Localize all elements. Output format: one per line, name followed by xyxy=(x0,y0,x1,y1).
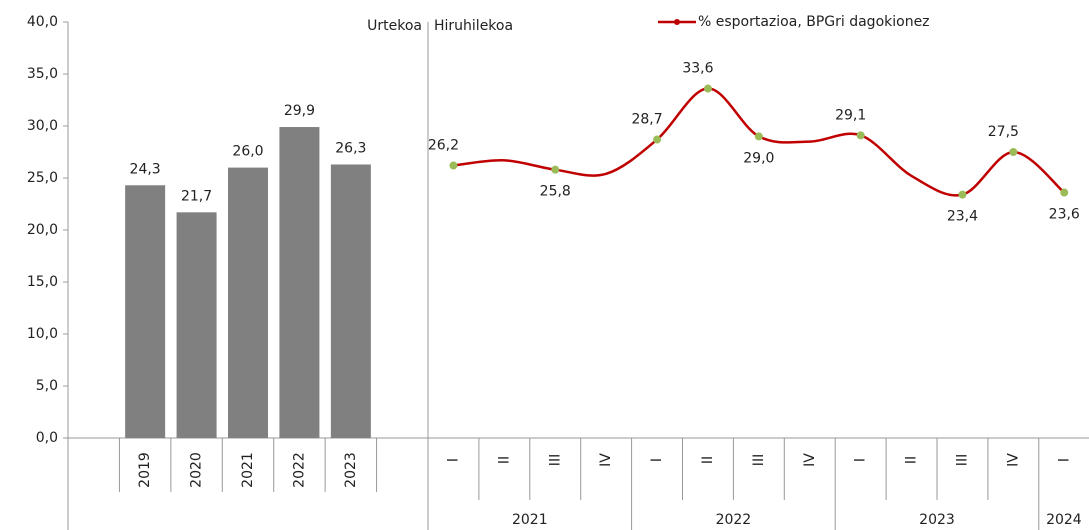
data-label: 21,7 xyxy=(181,188,212,204)
data-label: 33,6 xyxy=(682,61,713,77)
y-tick-label: 10,0 xyxy=(27,326,58,342)
point xyxy=(449,161,458,170)
data-label: 24,3 xyxy=(130,161,161,177)
x-tick-label: 2019 xyxy=(137,452,153,488)
x-tick-label: II xyxy=(904,456,920,464)
x-tick-label: 2020 xyxy=(189,452,205,488)
y-tick-label: 5,0 xyxy=(36,378,58,394)
data-label: 26,2 xyxy=(428,138,459,154)
y-tick-label: 0,0 xyxy=(36,430,58,446)
x-tick-label: IV xyxy=(1005,453,1021,467)
x-tick-label: I xyxy=(1056,458,1072,462)
point xyxy=(703,84,712,93)
x-tick-label: II xyxy=(496,456,512,464)
x-tick-label: IV xyxy=(598,453,614,467)
x-tick-label: II xyxy=(700,456,716,464)
group-label: 2023 xyxy=(919,512,955,528)
data-label: 29,1 xyxy=(835,107,866,123)
group-label: 2024 xyxy=(1046,512,1082,528)
point xyxy=(1009,148,1018,156)
x-tick-label: 2022 xyxy=(291,452,307,488)
bar xyxy=(228,167,268,438)
bar xyxy=(176,212,217,438)
x-tick-label: I xyxy=(649,458,665,462)
data-label: 26,3 xyxy=(335,140,366,156)
data-label: 26,0 xyxy=(232,144,263,160)
y-tick-label: 40,0 xyxy=(27,14,58,30)
data-label: 27,5 xyxy=(988,124,1019,140)
y-tick-label: 25,0 xyxy=(27,170,58,186)
legend-label: % esportazioa, BPGri dagokionez xyxy=(698,14,930,30)
x-tick-label: I xyxy=(853,458,869,462)
x-tick-label: IV xyxy=(802,453,818,467)
point xyxy=(551,165,560,174)
data-label: 23,4 xyxy=(947,209,978,225)
point xyxy=(958,190,967,199)
x-tick-label: 2021 xyxy=(240,452,256,488)
bar xyxy=(279,127,320,438)
data-label: 28,7 xyxy=(631,112,662,128)
x-tick-label: III xyxy=(751,454,767,466)
y-tick-label: 15,0 xyxy=(27,274,58,290)
data-label: 25,8 xyxy=(540,184,571,200)
point xyxy=(653,135,662,144)
y-tick-label: 35,0 xyxy=(27,66,58,82)
point xyxy=(1060,188,1069,197)
section-label: Urtekoa xyxy=(367,18,422,34)
x-tick-label: III xyxy=(547,454,563,466)
x-tick-label: III xyxy=(954,454,970,466)
data-label: 29,0 xyxy=(743,150,774,166)
x-tick-label: I xyxy=(445,458,461,462)
group-label: 2022 xyxy=(716,512,752,528)
data-label: 23,6 xyxy=(1049,207,1080,223)
y-tick-label: 20,0 xyxy=(27,222,58,238)
y-tick-label: 30,0 xyxy=(27,118,58,134)
point xyxy=(856,131,865,140)
line xyxy=(453,87,1066,197)
x-tick-label: 2023 xyxy=(343,452,359,488)
bar xyxy=(330,164,371,439)
legend-marker xyxy=(674,19,680,25)
bar xyxy=(125,185,166,438)
group-label: 2021 xyxy=(512,512,548,528)
point xyxy=(754,132,763,141)
section-label: Hiruhilekoa xyxy=(434,18,513,34)
data-label: 29,9 xyxy=(284,103,315,119)
